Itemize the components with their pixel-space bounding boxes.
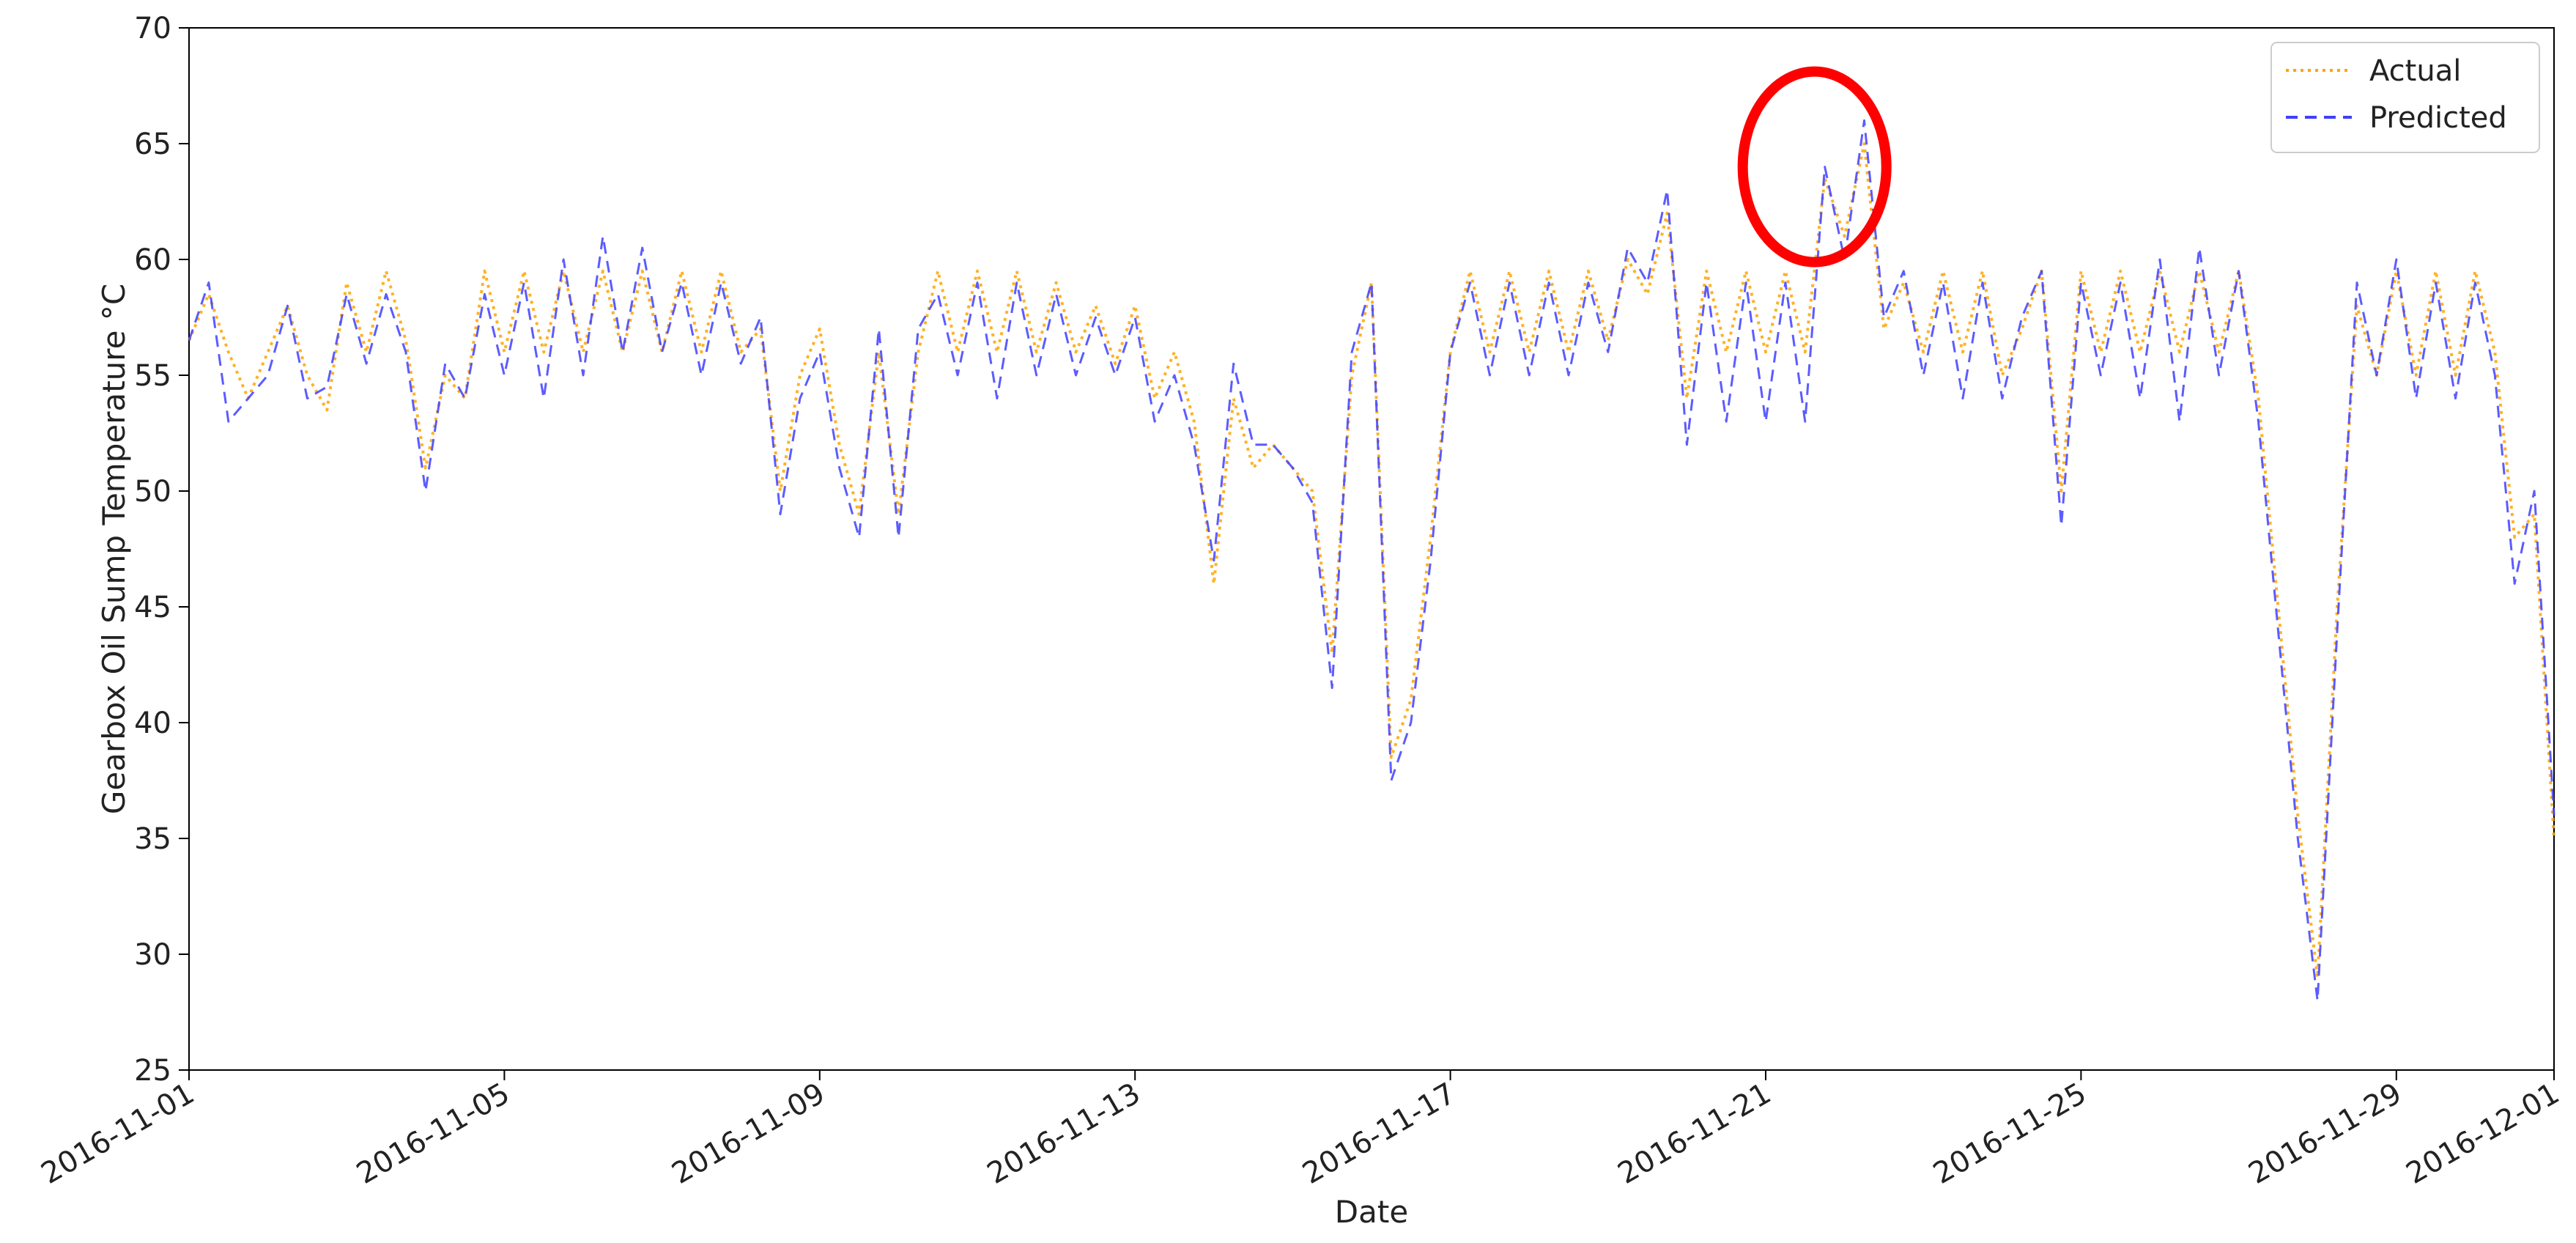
x-tick-label: 2016-11-09 <box>666 1077 830 1191</box>
y-tick-label: 40 <box>134 707 171 740</box>
y-axis-label: Gearbox Oil Sump Temperature °C <box>96 284 132 814</box>
legend: Actual Predicted <box>2270 42 2540 153</box>
x-tick-label: 2016-11-05 <box>351 1077 515 1191</box>
y-tick-label: 45 <box>134 591 171 624</box>
x-tick-label: 2016-11-13 <box>982 1077 1146 1191</box>
y-tick-label: 50 <box>134 475 171 509</box>
x-tick-label: 2016-11-17 <box>1297 1077 1461 1191</box>
y-tick-label: 60 <box>134 243 171 277</box>
y-tick-label: 35 <box>134 822 171 856</box>
plot-area <box>188 27 2555 1071</box>
y-tick-label: 25 <box>134 1054 171 1088</box>
series-line-predicted <box>188 119 2555 1002</box>
highlight-ellipse <box>1737 66 1892 268</box>
x-tick-label: 2016-11-01 <box>36 1077 200 1191</box>
x-axis-label: Date <box>1335 1194 1408 1230</box>
y-tick-label: 70 <box>134 12 171 45</box>
x-axis: 2016-11-01 2016-11-05 2016-11-09 2016-11-13… <box>36 1070 2565 1191</box>
x-tick-label: 2016-12-01 <box>2401 1077 2565 1191</box>
annotation-layer <box>1737 66 1892 268</box>
x-tick-label: 2016-11-25 <box>1928 1077 2092 1191</box>
y-tick-label: 65 <box>134 128 171 161</box>
y-axis: 25 30 35 40 45 50 55 60 65 70 <box>134 12 189 1088</box>
y-tick-label: 55 <box>134 359 171 393</box>
legend-label-predicted: Predicted <box>2369 101 2507 135</box>
x-tick-label: 2016-11-21 <box>1613 1077 1777 1191</box>
y-tick-label: 30 <box>134 938 171 972</box>
x-tick-label: 2016-11-29 <box>2243 1077 2407 1191</box>
series-layer <box>188 119 2555 1002</box>
legend-label-actual: Actual <box>2369 54 2461 88</box>
